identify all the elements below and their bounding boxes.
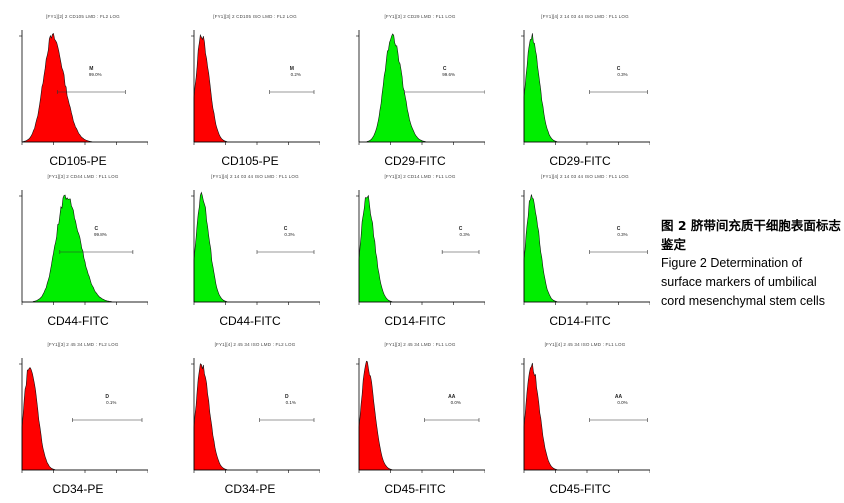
- histogram-panel: D 0.1% [FY1][3] 2 45 34 LMD : FL2 LOG CD34-…: [8, 336, 148, 496]
- histogram-area: [193, 191, 320, 303]
- panel-label: CD34-PE: [52, 482, 104, 496]
- panel-header: [FY1][4] 2 45 34 ISO LMD : FL2 LOG: [214, 342, 296, 347]
- histogram-plot: C0.3%: [521, 30, 650, 145]
- histogram-area: [523, 194, 650, 303]
- panel-header: [FY1][4] 2 45 34 ISO LMD : FL1 LOG: [544, 342, 626, 347]
- gate-percent: 99.0%: [89, 72, 102, 77]
- gate-percent: 0.0%: [617, 400, 627, 405]
- gate-percent: 0.2%: [291, 72, 301, 77]
- panel-header: [FY1][4] 2 14 03 44 ISO LMD : FL1 LOG: [541, 14, 629, 19]
- histogram-area: [21, 32, 148, 143]
- histogram-panel: M 99.0% [FY1][2] 2 CD105 LMD : FL2 LOG CD10…: [8, 8, 148, 168]
- gate-label: C: [617, 66, 621, 72]
- gate-label: C: [443, 66, 447, 72]
- histogram-plot: C0.3%: [191, 190, 320, 305]
- gate-percent: 99.6%: [442, 72, 455, 77]
- caption-english: Figure 2 Determination of surface marker…: [661, 256, 825, 308]
- gate-label: C: [284, 226, 288, 232]
- panel-header: [FY1][3] 2 45 34 LMD : FL1 LOG: [384, 342, 456, 347]
- panel-header: [FY1][4] 2 14 03 44 ISO LMD : FL1 LOG: [541, 174, 629, 179]
- histogram-panel: C 0.3% [FY1][4] 2 14 03 44 ISO LMD : FL1 L…: [180, 168, 320, 328]
- histogram-panel: C 99.6% [FY1][3] 2 CD29 LMD : FL1 LOG CD29-…: [345, 8, 485, 168]
- histogram-plot: C99.6%: [356, 30, 485, 145]
- gate-label: C: [459, 226, 463, 232]
- histogram-area: [359, 33, 485, 143]
- gate-percent: 0.3%: [459, 232, 469, 237]
- gate-percent: 0.0%: [451, 400, 461, 405]
- histogram-panel: C 0.3% [FY1][4] 2 14 03 44 ISO LMD : FL1 L…: [510, 168, 650, 328]
- histogram-panel: M 0.2% [FY1][3] 2 CD105 ISO LMD : FL2 LOG C…: [180, 8, 320, 168]
- panel-label: CD105-PE: [221, 154, 279, 168]
- gate-label: M: [89, 66, 93, 72]
- gate-label: AA: [615, 394, 623, 400]
- histogram-plot: D0.1%: [191, 358, 320, 473]
- panel-label: CD45-FITC: [384, 482, 446, 496]
- gate-percent: 0.1%: [286, 400, 296, 405]
- panel-header: [FY1][3] 2 CD44 LMD : FL1 LOG: [47, 174, 119, 179]
- histogram-plot: M0.2%: [191, 30, 320, 145]
- gate-label: D: [285, 394, 289, 400]
- gate-percent: 99.8%: [94, 232, 107, 237]
- gate-percent: 0.3%: [617, 232, 627, 237]
- histogram-plot: C0.3%: [521, 190, 650, 305]
- histogram-area: [21, 367, 148, 471]
- histogram-panel: C 0.3% [FY1][4] 2 14 03 44 ISO LMD : FL1 L…: [510, 8, 650, 168]
- gate-label: AA: [448, 394, 456, 400]
- histogram-plot: C0.3%: [356, 190, 485, 305]
- panel-label: CD44-FITC: [219, 314, 281, 328]
- histogram-panel: AA 0.0% [FY1][4] 2 45 34 ISO LMD : FL1 LOG…: [510, 336, 650, 496]
- panel-header: [FY1][3] 2 45 34 LMD : FL2 LOG: [47, 342, 119, 347]
- gate-label: M: [290, 66, 294, 72]
- panel-header: [FY1][2] 2 CD105 LMD : FL2 LOG: [46, 14, 120, 19]
- gate-label: D: [105, 394, 109, 400]
- histogram-plot: AA0.0%: [356, 358, 485, 473]
- gate-percent: 0.3%: [617, 72, 627, 77]
- histogram-plot: AA0.0%: [521, 358, 650, 473]
- gate-percent: 0.1%: [106, 400, 116, 405]
- panel-header: [FY1][4] 2 14 03 44 ISO LMD : FL1 LOG: [211, 174, 299, 179]
- histogram-area: [193, 363, 320, 471]
- histogram-plot: D0.1%: [19, 358, 148, 473]
- gate-label: C: [95, 226, 99, 232]
- histogram-plot: M99.0%: [19, 30, 148, 145]
- figure-caption: 图 2 脐带间充质干细胞表面标志鉴定 Figure 2 Determinatio…: [661, 216, 841, 311]
- histogram-area: [358, 360, 485, 471]
- panel-label: CD44-FITC: [47, 314, 109, 328]
- gate-percent: 0.3%: [284, 232, 294, 237]
- gate-label: C: [617, 226, 621, 232]
- histogram-panel: C 99.8% [FY1][3] 2 CD44 LMD : FL1 LOG CD44-…: [8, 168, 148, 328]
- panel-label: CD14-FITC: [549, 314, 611, 328]
- panel-label: CD14-FITC: [384, 314, 446, 328]
- panel-header: [FY1][3] 2 CD14 LMD : FL1 LOG: [384, 174, 456, 179]
- panel-label: CD29-FITC: [549, 154, 611, 168]
- histogram-panel: AA 0.0% [FY1][3] 2 45 34 LMD : FL1 LOG CD45…: [345, 336, 485, 496]
- histogram-area: [22, 194, 148, 303]
- histogram-panel: D 0.1% [FY1][4] 2 45 34 ISO LMD : FL2 LOG C…: [180, 336, 320, 496]
- panel-label: CD105-PE: [49, 154, 107, 168]
- panel-header: [FY1][3] 2 CD29 LMD : FL1 LOG: [384, 14, 456, 19]
- panel-label: CD45-FITC: [549, 482, 611, 496]
- histogram-area: [523, 33, 650, 143]
- histogram-area: [193, 33, 320, 143]
- panel-label: CD29-FITC: [384, 154, 446, 168]
- histogram-grid: M 99.0% [FY1][2] 2 CD105 LMD : FL2 LOG CD10…: [8, 8, 650, 496]
- histogram-area: [358, 194, 485, 303]
- histogram-plot: C99.8%: [19, 190, 148, 305]
- caption-chinese: 图 2 脐带间充质干细胞表面标志鉴定: [661, 218, 841, 252]
- histogram-area: [523, 362, 650, 471]
- histogram-panel: C 0.3% [FY1][3] 2 CD14 LMD : FL1 LOG CD14-F…: [345, 168, 485, 328]
- panel-header: [FY1][3] 2 CD105 ISO LMD : FL2 LOG: [213, 14, 297, 19]
- panel-label: CD34-PE: [224, 482, 276, 496]
